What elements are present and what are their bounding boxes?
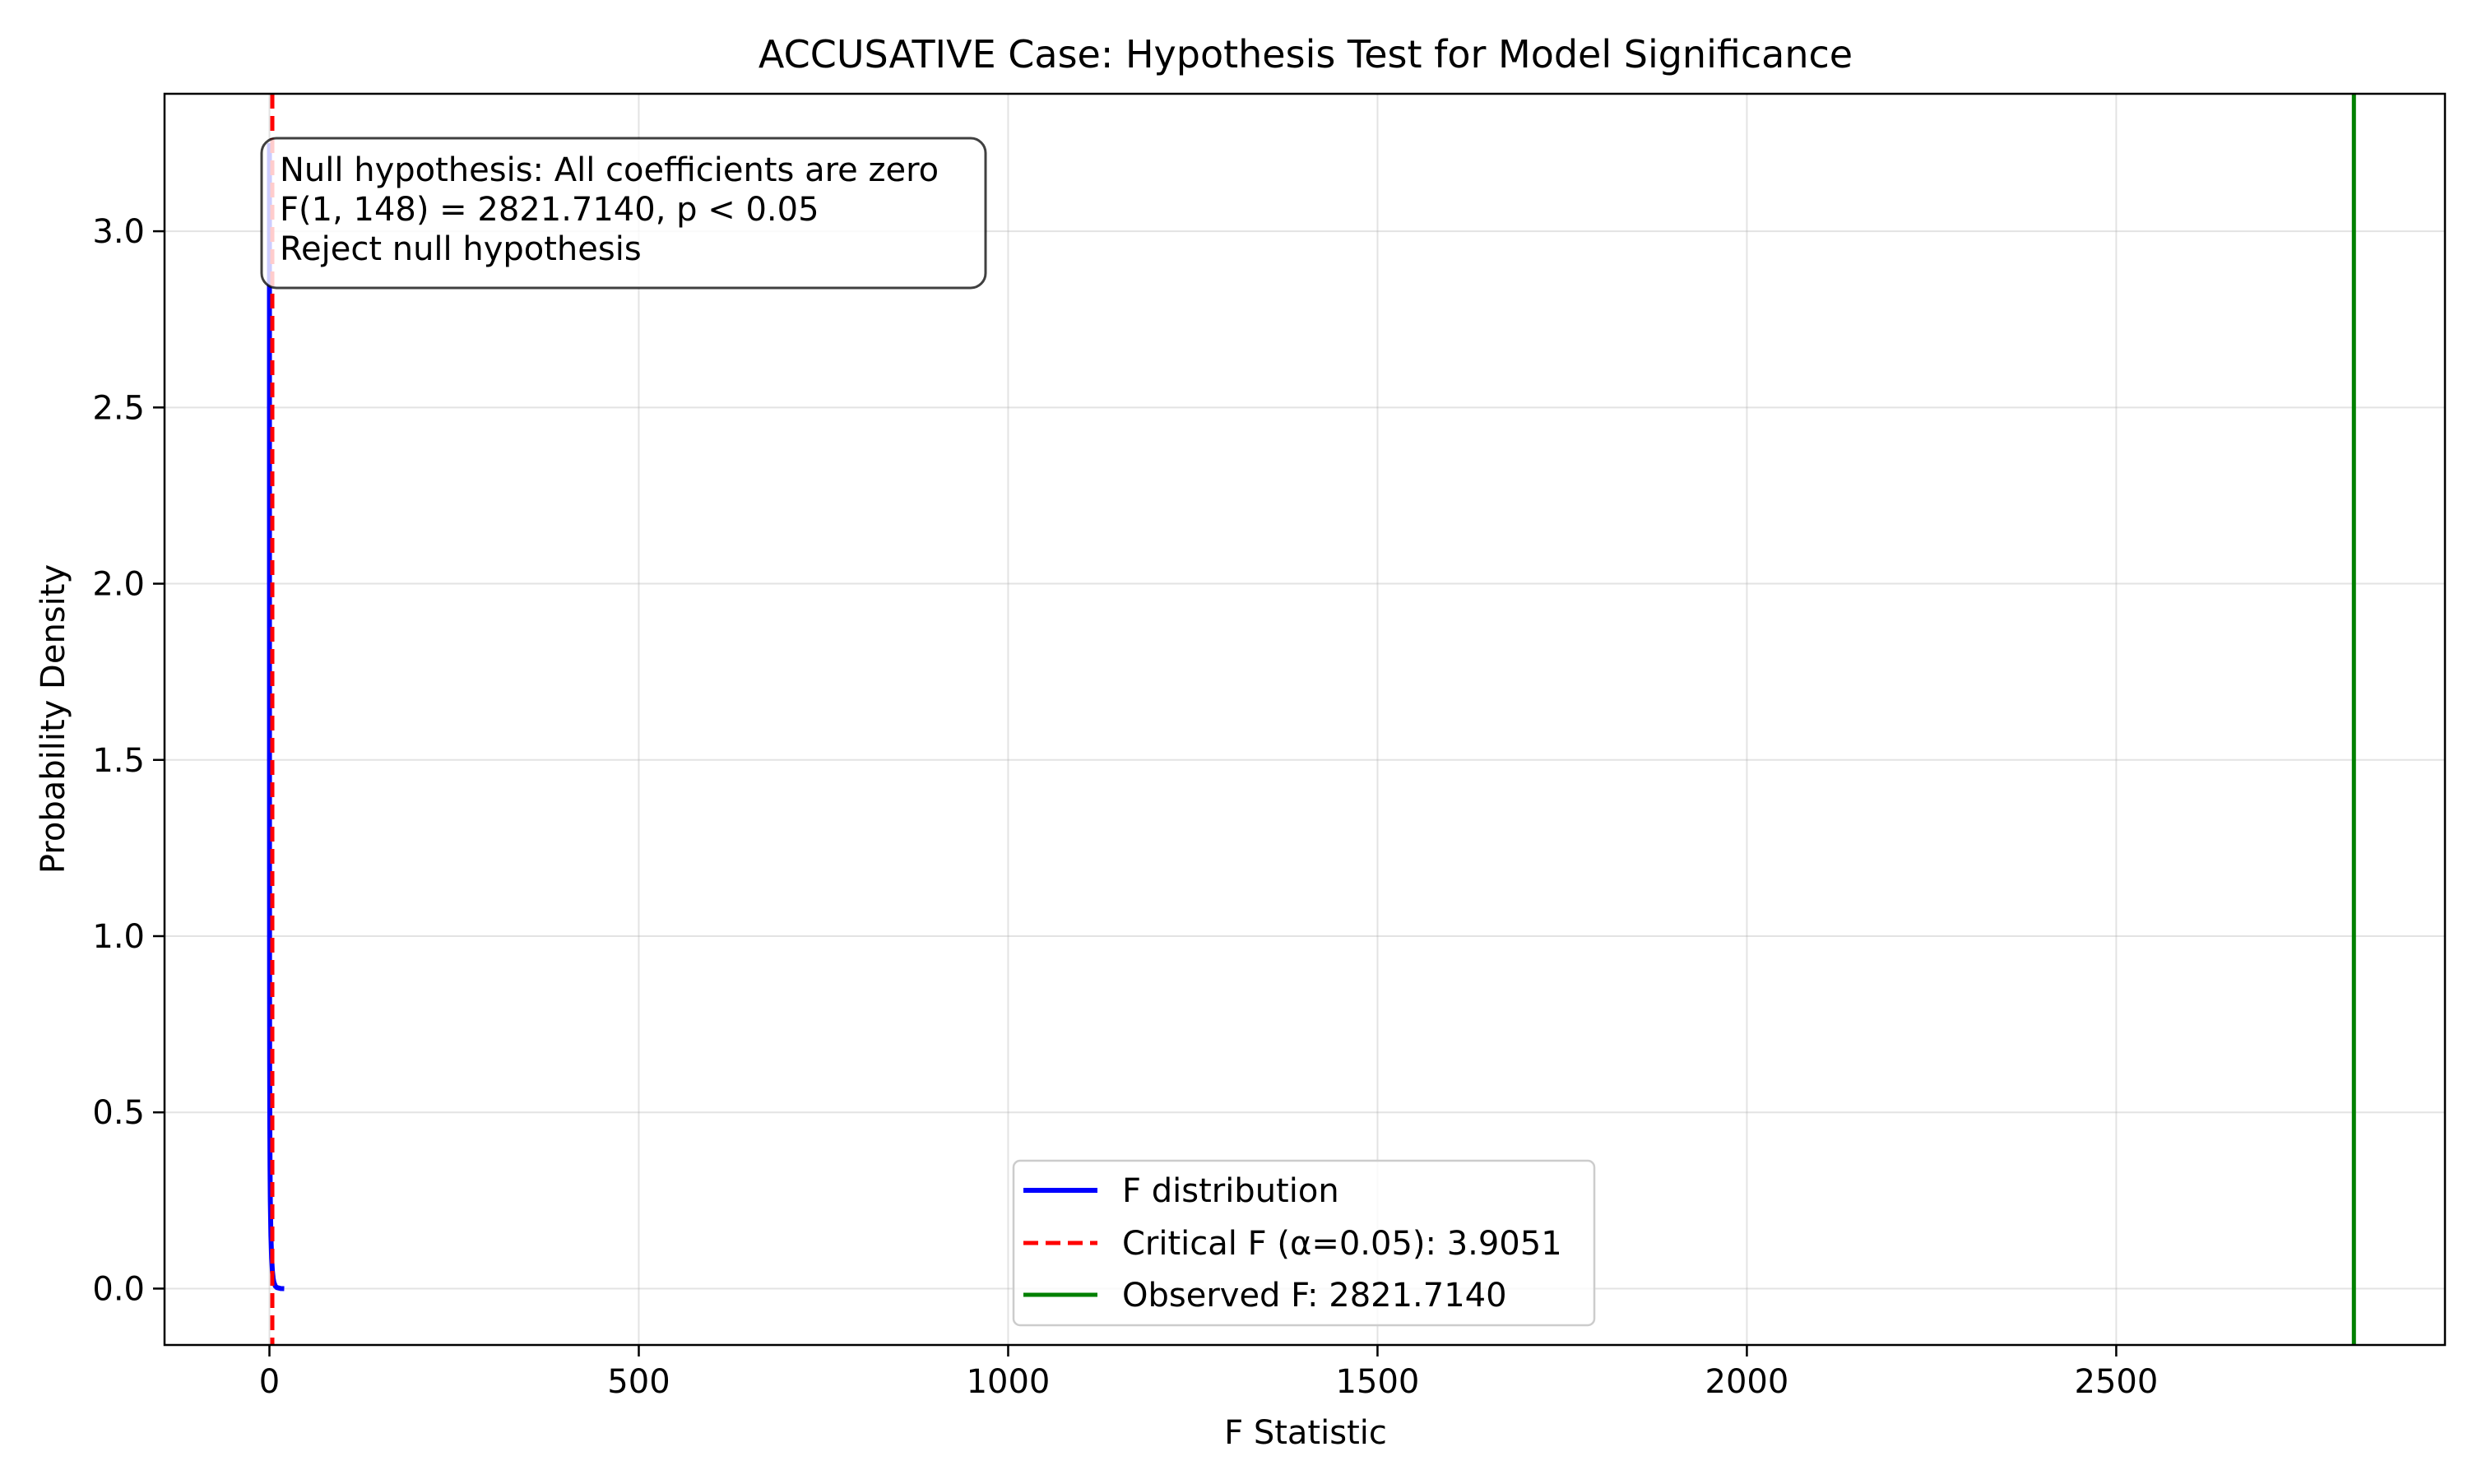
x-tick-label: 1500 xyxy=(1336,1363,1420,1401)
x-tick-label: 500 xyxy=(607,1363,670,1401)
y-axis-ticks: 0.0 0.5 1.0 1.5 2.0 2.5 3.0 xyxy=(92,213,165,1308)
x-axis-ticks: 0 500 1000 1500 2000 2500 xyxy=(259,1345,2159,1401)
x-axis-label: F Statistic xyxy=(1224,1414,1387,1452)
legend-label-critical-f: Critical F (α=0.05): 3.9051 xyxy=(1122,1225,1562,1263)
y-tick-label: 2.0 xyxy=(92,566,145,604)
x-tick-label: 1000 xyxy=(967,1363,1051,1401)
annotation-frame xyxy=(260,137,987,290)
y-axis-label: Probability Density xyxy=(35,564,72,874)
x-tick-label: 0 xyxy=(259,1363,280,1401)
x-tick-label: 2500 xyxy=(2075,1363,2159,1401)
grid-lines xyxy=(165,94,2445,1345)
annotation-line-f-statistic: F(1, 148) = 2821.7140, p < 0.05 xyxy=(280,191,819,229)
y-tick-label: 0.0 xyxy=(92,1270,145,1308)
y-tick-label: 2.5 xyxy=(92,389,145,427)
y-tick-label: 1.5 xyxy=(92,742,145,780)
legend: F distribution Critical F (α=0.05): 3.90… xyxy=(1012,1159,1596,1327)
x-tick-label: 2000 xyxy=(1705,1363,1789,1401)
y-tick-label: 3.0 xyxy=(92,213,145,251)
plot-data xyxy=(267,94,2356,1345)
legend-label-observed-f: Observed F: 2821.7140 xyxy=(1122,1277,1507,1315)
chart-title: ACCUSATIVE Case: Hypothesis Test for Mod… xyxy=(758,32,1853,77)
annotation-line-null-hypothesis: Null hypothesis: All coefficients are ze… xyxy=(280,151,939,189)
annotation-box: Null hypothesis: All coefficients are ze… xyxy=(260,137,987,290)
y-tick-label: 0.5 xyxy=(92,1094,145,1132)
legend-label-f-distribution: F distribution xyxy=(1122,1172,1339,1210)
plot-frame xyxy=(163,92,2447,1347)
annotation-line-decision: Reject null hypothesis xyxy=(280,230,642,268)
y-tick-label: 1.0 xyxy=(92,918,145,956)
legend-frame xyxy=(1012,1159,1596,1327)
